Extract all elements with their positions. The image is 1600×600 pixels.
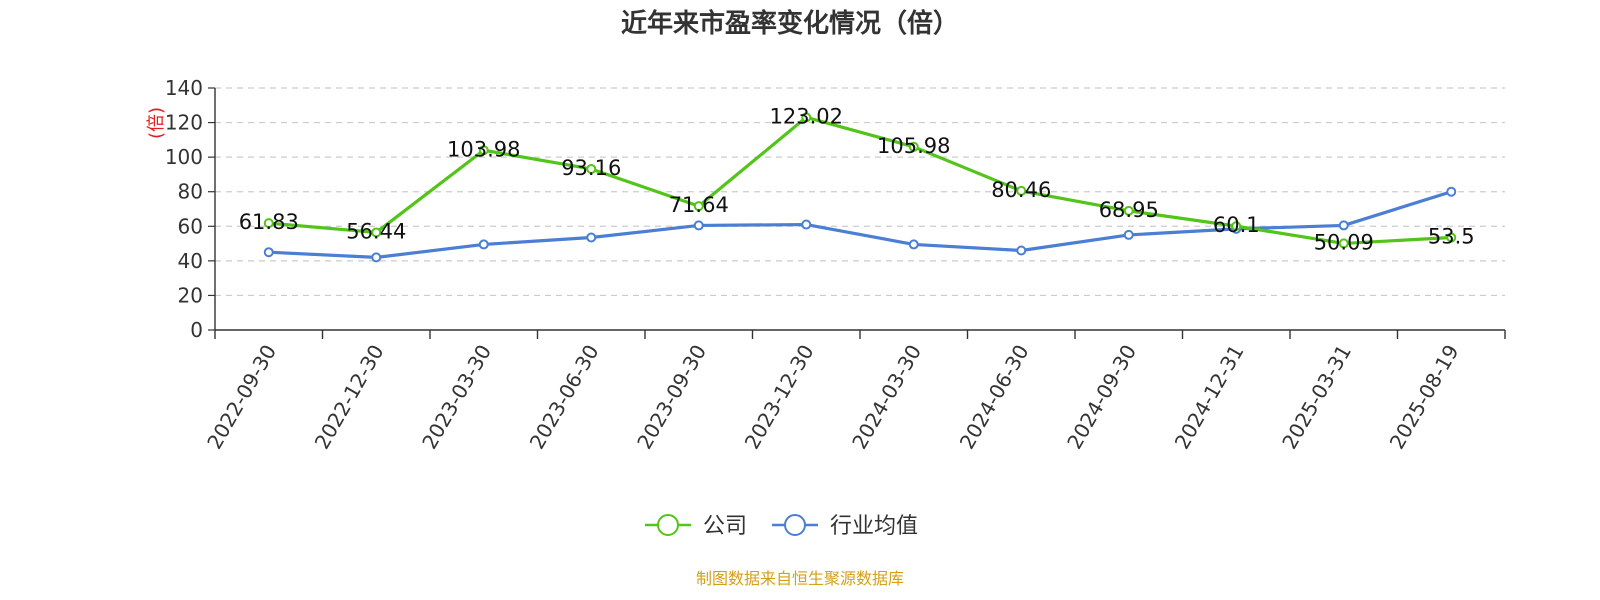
series-point-1 — [263, 247, 274, 258]
y-tick-label: 60 — [178, 214, 203, 238]
series-point-1 — [1016, 245, 1027, 256]
series-line-0 — [268, 115, 1452, 246]
data-label: 80.46 — [991, 178, 1051, 202]
y-tick-label: 80 — [178, 180, 203, 204]
legend-circle-icon — [784, 514, 806, 536]
series-point-0 — [1123, 205, 1134, 216]
series-point-1 — [478, 239, 489, 250]
y-axis-label: (倍) — [146, 107, 167, 139]
series-point-0 — [371, 227, 382, 238]
y-tick-label: 100 — [165, 145, 203, 169]
x-tick-label: 2023-06-30 — [525, 341, 604, 454]
series-point-1 — [1446, 186, 1457, 197]
y-tick-label: 120 — [165, 111, 203, 135]
data-label: 50.09 — [1314, 230, 1374, 254]
series-point-0 — [908, 141, 919, 152]
x-tick-label: 2025-03-31 — [1277, 341, 1356, 454]
legend-label: 公司 — [703, 514, 747, 539]
series-point-1 — [586, 232, 597, 243]
legend: 公司 行业均值 — [645, 514, 918, 539]
series-point-1 — [693, 220, 704, 231]
x-tick-label: 2024-12-31 — [1170, 341, 1249, 454]
series-point-1 — [371, 252, 382, 263]
source-note: 制图数据来自恒生聚源数据库 — [696, 569, 904, 588]
x-tick-label: 2023-03-30 — [417, 341, 496, 454]
x-tick-label: 2024-09-30 — [1062, 341, 1141, 454]
series-layer — [263, 112, 1457, 263]
x-tick-label: 2022-12-30 — [310, 341, 389, 454]
series-point-0 — [1446, 232, 1457, 243]
series-point-0 — [1338, 238, 1349, 249]
legend-item-1[interactable]: 行业均值 — [772, 514, 918, 539]
data-label: 61.83 — [239, 210, 299, 234]
x-tick-label: 2023-09-30 — [632, 341, 711, 454]
x-tick-label: 2024-03-30 — [847, 341, 926, 454]
y-tick-label: 40 — [178, 249, 203, 273]
chart-title: 近年来市盈率变化情况（倍） — [621, 8, 959, 39]
x-tick-label: 2024-06-30 — [955, 341, 1034, 454]
data-label: 93.16 — [561, 156, 621, 180]
series-point-1 — [1338, 220, 1349, 231]
data-label: 71.64 — [669, 193, 729, 217]
y-tick-label: 20 — [178, 283, 203, 307]
legend-circle-icon — [657, 514, 679, 536]
series-point-0 — [801, 112, 812, 123]
series-point-1 — [908, 239, 919, 250]
series-point-0 — [693, 201, 704, 212]
x-tick-label: 2023-12-30 — [740, 341, 819, 454]
series-point-1 — [1123, 229, 1134, 240]
x-tick-label: 2025-08-19 — [1385, 341, 1464, 454]
y-tick-label: 140 — [165, 76, 203, 100]
series-point-1 — [801, 219, 812, 230]
data-label: 60.1 — [1213, 213, 1260, 237]
legend-label: 行业均值 — [830, 514, 918, 539]
legend-item-0[interactable]: 公司 — [645, 514, 747, 539]
axes: 0 20 40 60 80 100 120 140 2022-09-30 2022-12-30 20… — [165, 76, 1506, 454]
series-line-1 — [268, 190, 1452, 259]
y-tick-label: 0 — [190, 318, 203, 342]
series-point-0 — [263, 218, 274, 229]
data-label: 105.98 — [877, 134, 950, 158]
data-label: 53.5 — [1428, 225, 1475, 249]
series-point-0 — [586, 163, 597, 174]
data-label: 56.44 — [346, 219, 406, 243]
grid-lines — [215, 87, 1505, 297]
data-label: 103.98 — [447, 137, 520, 161]
data-label: 68.95 — [1099, 198, 1159, 222]
x-tick-label: 2022-09-30 — [202, 341, 281, 454]
series-point-0 — [1231, 221, 1242, 232]
series-point-0 — [478, 145, 489, 156]
data-labels: 61.83 56.44 103.98 93.16 71.64 123.02 105.98 80… — [239, 104, 1475, 254]
data-label: 123.02 — [770, 104, 843, 128]
series-point-0 — [1016, 185, 1027, 196]
